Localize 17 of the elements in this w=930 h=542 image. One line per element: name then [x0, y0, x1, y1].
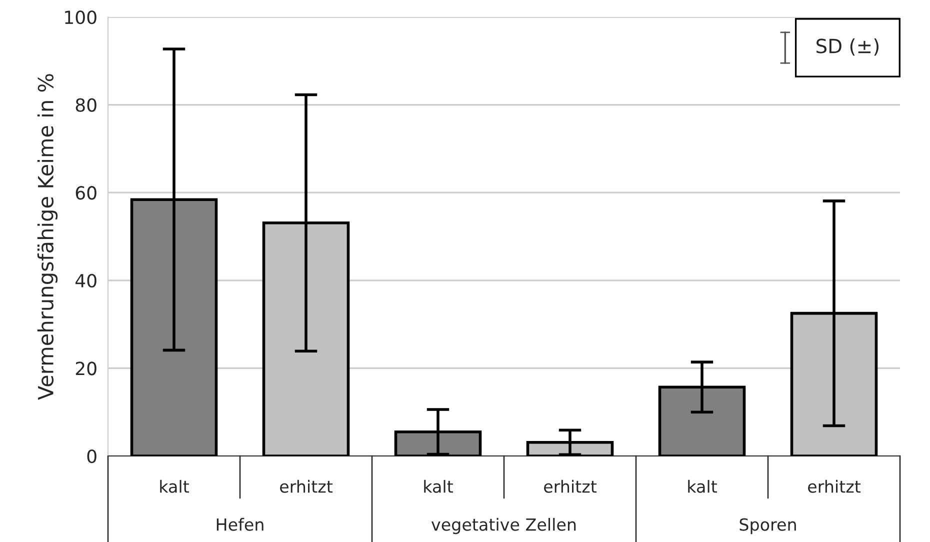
- x-tick-label: Sporen: [740, 518, 796, 534]
- text: kalt: [688, 480, 717, 493]
- text: erhitzt: [544, 480, 597, 493]
- y-tick-label: 80: [76, 98, 96, 112]
- series-label: erhitzt: [280, 480, 333, 493]
- text: erhitzt: [808, 480, 861, 493]
- text: kalt: [424, 480, 453, 493]
- y-tick-label: 40: [75, 274, 96, 288]
- x-tick-label: Hefen: [216, 518, 264, 531]
- y-axis-title: Vermehrungsfähige Keime in %: [37, 74, 58, 400]
- x-tick-label: vegetative Zellen: [431, 518, 576, 534]
- y-tick-label: 60: [76, 186, 96, 200]
- y-tick-label: 0: [87, 449, 96, 464]
- y-tick-label: 100: [65, 10, 96, 24]
- y-tick-label: 20: [76, 362, 96, 376]
- series-label: kalt: [160, 480, 189, 493]
- annotation: SD (±): [816, 38, 879, 56]
